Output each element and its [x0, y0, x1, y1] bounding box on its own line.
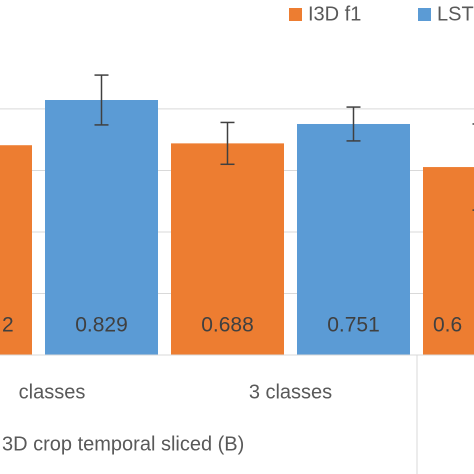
legend-swatch [418, 8, 431, 21]
value-label: 2 [2, 314, 14, 337]
bar [423, 167, 474, 355]
value-label: 0.751 [327, 314, 380, 337]
bar [297, 123, 410, 355]
value-label: 0.6 [433, 314, 462, 337]
x-axis-title: 3D crop temporal sliced (B) [2, 433, 244, 455]
bar [45, 99, 158, 355]
x-tick-label: 3 classes [249, 381, 332, 403]
legend-swatch [289, 8, 302, 21]
error-bar [94, 74, 109, 126]
legend-text: I3D f1 [308, 3, 361, 25]
x-tick-label: classes [19, 381, 86, 403]
error-bar [346, 106, 361, 142]
bar [171, 143, 284, 355]
error-bar [220, 121, 235, 166]
value-label: 0.688 [201, 314, 254, 337]
bar [0, 145, 32, 355]
value-label: 0.829 [75, 314, 128, 337]
legend-text: LSTM f1 [437, 3, 474, 25]
